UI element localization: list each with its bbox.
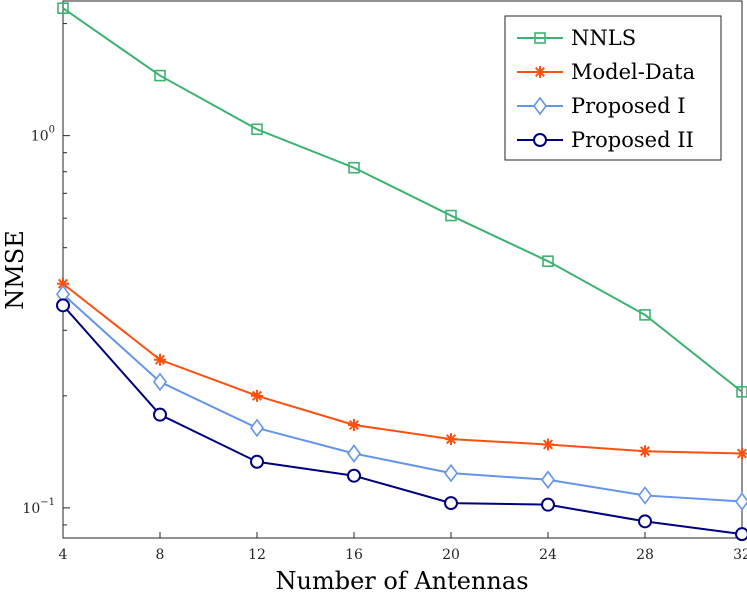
plot-area-frame [62, 0, 743, 539]
diamond-marker [735, 492, 747, 511]
circle-marker [541, 497, 555, 512]
square-marker [534, 32, 546, 44]
x-tick-label: 24 [539, 547, 557, 563]
square-marker [348, 161, 360, 174]
asterisk-marker [639, 445, 651, 458]
series-line-proposed-i [62, 293, 743, 503]
x-tick-label: 8 [156, 547, 165, 563]
y-axis-label: NMSE [1, 230, 29, 310]
legend-entry: Proposed II [517, 128, 694, 152]
x-tick-label: 4 [59, 547, 68, 563]
x-axis-label: Number of Antennas [275, 567, 528, 595]
square-marker [639, 309, 651, 321]
square-marker [736, 386, 747, 398]
asterisk-marker [57, 277, 69, 290]
x-tick-label: 20 [442, 547, 460, 563]
legend-label: Proposed II [571, 128, 694, 152]
legend-entry: Proposed I [517, 94, 686, 118]
series-nnls [57, 2, 747, 398]
x-tick-label: 32 [733, 547, 747, 563]
y-tick-label: 100 [31, 125, 55, 145]
series-proposed-ii [56, 298, 747, 542]
diamond-marker [250, 418, 264, 438]
square-marker [154, 69, 166, 82]
asterisk-marker [534, 66, 546, 78]
asterisk-marker [154, 353, 166, 366]
diamond-marker [533, 96, 547, 116]
series-line-proposed-ii [62, 304, 743, 536]
x-tick-label: 16 [345, 547, 363, 563]
x-tick-label: 28 [636, 547, 654, 563]
diamond-marker [153, 372, 167, 392]
legend-entry: NNLS [517, 26, 636, 50]
circle-marker [250, 454, 264, 469]
square-marker [57, 2, 69, 14]
legend-entry: Model-Data [517, 60, 695, 84]
series-proposed-i [56, 284, 747, 511]
diamond-marker [347, 444, 361, 463]
series-model-data [57, 277, 747, 460]
circle-marker [735, 527, 747, 542]
diamond-marker [638, 486, 652, 505]
y-tick-label: 10−1 [22, 497, 55, 517]
circle-marker [638, 514, 652, 529]
diamond-marker [444, 463, 458, 483]
asterisk-marker [251, 389, 263, 402]
square-marker [251, 123, 263, 136]
asterisk-marker [348, 418, 360, 431]
legend: NNLS Model-Data Proposed I Proposed II [504, 15, 722, 161]
series-line-model-data [62, 282, 743, 455]
asterisk-marker [445, 433, 457, 446]
square-marker [542, 255, 554, 267]
series-line-nnls [62, 7, 743, 393]
legend-label: NNLS [571, 26, 636, 50]
diamond-marker [541, 470, 555, 490]
circle-marker [347, 468, 361, 483]
asterisk-marker [736, 447, 747, 460]
asterisk-marker [542, 438, 554, 451]
x-tick-label: 12 [248, 547, 266, 563]
circle-marker [153, 407, 167, 422]
circle-marker [444, 496, 458, 511]
circle-marker [56, 298, 70, 313]
legend-label: Proposed I [571, 94, 686, 118]
circle-marker [533, 133, 547, 147]
square-marker [445, 209, 457, 222]
legend-label: Model-Data [571, 60, 695, 84]
